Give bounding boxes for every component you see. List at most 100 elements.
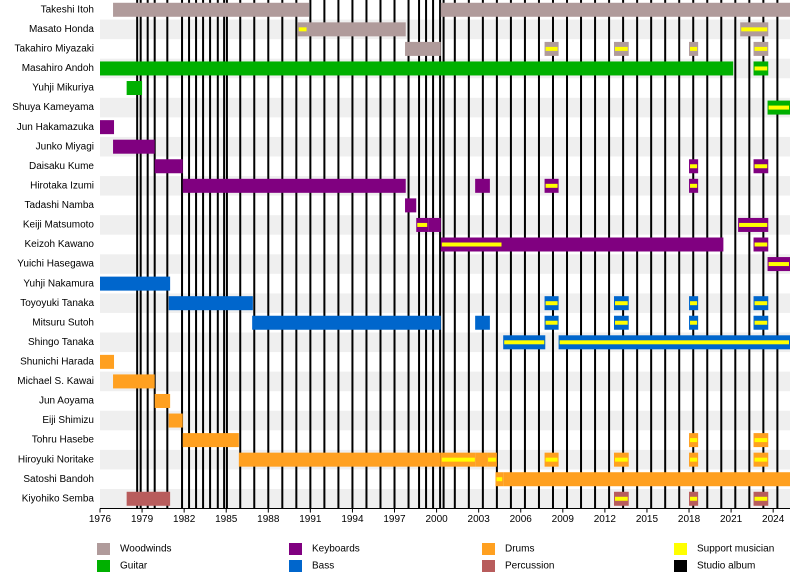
member-name: Yuhji Nakamura (23, 278, 94, 289)
support-stripe (614, 496, 628, 501)
member-name: Hirotaka Izumi (30, 180, 94, 191)
member-period (182, 433, 239, 448)
support-stripe (441, 457, 475, 462)
member-name: Tadashi Namba (25, 200, 95, 211)
support-stripe (614, 457, 628, 462)
member-name: Tohru Hasebe (32, 435, 95, 446)
support-stripe (754, 438, 768, 443)
x-tick-label: 1988 (257, 514, 280, 525)
legend-label: Woodwinds (120, 544, 172, 555)
legend-label: Keyboards (312, 544, 360, 555)
x-tick-label: 2021 (720, 514, 743, 525)
member-name: Shunichi Harada (20, 357, 94, 368)
legend-label: Support musician (697, 544, 774, 555)
member-period (428, 217, 441, 232)
x-tick-label: 1985 (215, 514, 238, 525)
x-tick-label: 2015 (636, 514, 659, 525)
x-tick-label: 2009 (552, 514, 575, 525)
legend-label: Percussion (505, 561, 554, 572)
member-name: Hiroyuki Noritake (18, 454, 95, 465)
member-name: Yuhji Mikuriya (32, 83, 94, 94)
support-stripe (545, 301, 558, 306)
support-stripe (298, 27, 307, 32)
legend-swatch (97, 560, 110, 572)
support-stripe (768, 105, 789, 110)
member-period (113, 374, 155, 389)
support-stripe (441, 242, 502, 247)
x-tick-label: 2018 (678, 514, 701, 525)
support-stripe (690, 457, 698, 462)
support-stripe (545, 183, 558, 188)
member-period (100, 354, 115, 369)
support-stripe (741, 27, 768, 32)
member-name: Jun Aoyama (39, 396, 94, 407)
member-period (405, 198, 417, 213)
member-period (475, 315, 490, 330)
support-stripe (754, 66, 768, 71)
legend-label: Bass (312, 561, 334, 572)
support-stripe (754, 301, 768, 306)
support-stripe (545, 46, 558, 51)
support-stripe (545, 320, 558, 325)
support-stripe (496, 477, 503, 482)
member-name: Satoshi Bandoh (23, 474, 94, 485)
member-period (168, 413, 183, 428)
row-stripe (100, 136, 790, 157)
member-name: Junko Miyagi (36, 141, 94, 152)
support-stripe (690, 496, 698, 501)
member-period (440, 2, 790, 17)
legend-swatch (482, 560, 495, 572)
member-period (113, 139, 155, 154)
support-stripe (690, 183, 698, 188)
support-stripe (754, 242, 768, 247)
legend-swatch (674, 560, 687, 572)
member-name: Daisaku Kume (29, 161, 94, 172)
member-period (475, 452, 488, 467)
member-name: Takeshi Itoh (41, 4, 94, 15)
member-period (405, 41, 441, 56)
support-stripe (417, 222, 428, 227)
x-tick-label: 1982 (173, 514, 196, 525)
member-period (475, 178, 490, 193)
member-period (126, 81, 143, 96)
legend-swatch (97, 543, 110, 555)
support-stripe (614, 301, 628, 306)
member-name: Eiji Shimizu (42, 415, 94, 426)
x-tick-label: 1976 (89, 514, 112, 525)
member-period (502, 237, 724, 252)
legend-swatch (482, 543, 495, 555)
row-stripe (100, 371, 790, 392)
support-stripe (754, 496, 768, 501)
support-stripe (559, 340, 789, 345)
member-period (154, 159, 183, 174)
support-stripe (690, 320, 698, 325)
member-period (307, 22, 406, 37)
support-stripe (488, 457, 496, 462)
member-name: Keizoh Kawano (25, 239, 95, 250)
member-period (503, 472, 790, 487)
member-name: Mitsuru Sutoh (32, 317, 94, 328)
support-stripe (690, 438, 698, 443)
support-stripe (754, 46, 768, 51)
member-name: Kiyohiko Semba (22, 493, 95, 504)
member-period (100, 61, 734, 76)
x-tick-label: 1979 (131, 514, 154, 525)
support-stripe (754, 457, 768, 462)
legend-label: Studio album (697, 561, 755, 572)
member-name: Yuichi Hasegawa (17, 259, 94, 270)
row-stripe (100, 97, 790, 118)
x-tick-label: 2012 (594, 514, 617, 525)
support-stripe (768, 262, 789, 267)
member-period (100, 276, 171, 291)
row-stripe (100, 19, 790, 40)
legend-swatch (289, 543, 302, 555)
support-stripe (690, 46, 698, 51)
support-stripe (739, 222, 768, 227)
support-stripe (754, 320, 768, 325)
member-name: Shingo Tanaka (28, 337, 94, 348)
support-stripe (690, 164, 698, 169)
x-tick-label: 2024 (762, 514, 785, 525)
member-period (252, 315, 441, 330)
